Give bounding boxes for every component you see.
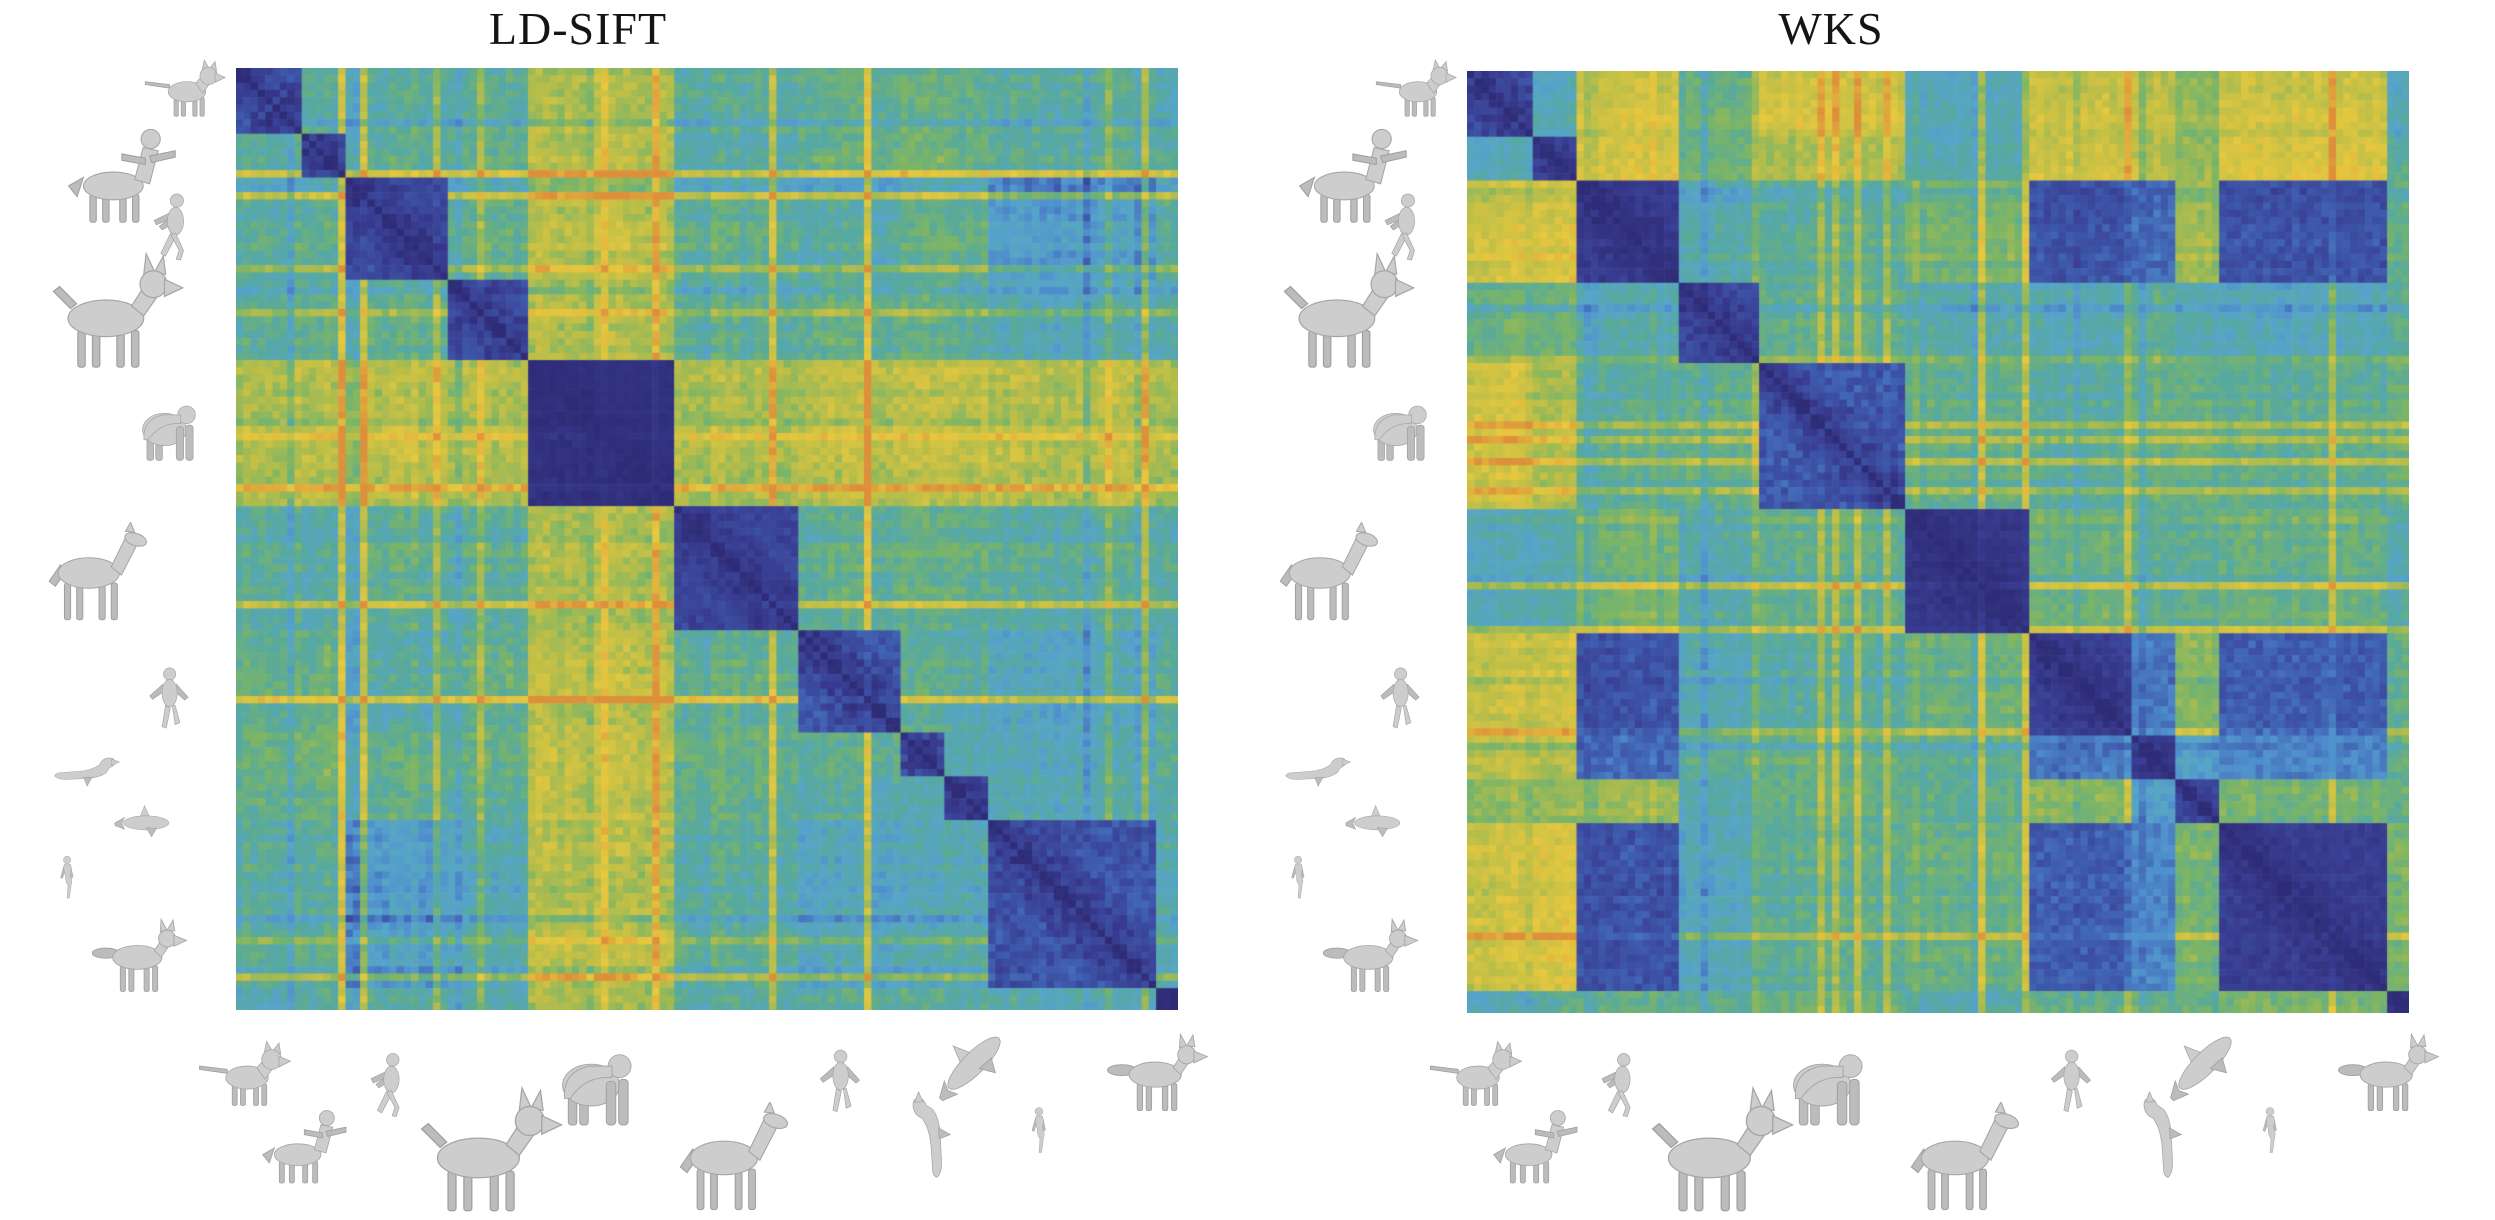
- wolf-icon: [1100, 1026, 1214, 1116]
- gorilla-icon: [1767, 1026, 1881, 1148]
- man-floating-icon: [1361, 640, 1443, 760]
- woman-icon: [1010, 1070, 1070, 1192]
- wks-dissimilarity-heatmap: [1467, 71, 2409, 1013]
- horse-icon: [1879, 1102, 2049, 1214]
- dog-icon: [26, 250, 198, 372]
- dog-icon: [1257, 250, 1429, 372]
- shark-icon: [90, 798, 198, 852]
- shark-icon: [1321, 798, 1429, 852]
- centaur-icon: [256, 1072, 356, 1214]
- horse-icon: [1267, 522, 1389, 624]
- wolf-icon: [88, 910, 190, 998]
- horse-icon: [648, 1102, 818, 1214]
- gorilla-icon: [1353, 372, 1441, 490]
- seahorse-icon: [1253, 748, 1381, 804]
- gorilla-icon: [122, 372, 210, 490]
- horse-icon: [36, 522, 158, 624]
- ld-sift-panel-title: LD-SIFT: [488, 3, 668, 54]
- ld-sift-dissimilarity-heatmap: [236, 68, 1178, 1010]
- wolf-icon: [1319, 910, 1421, 998]
- man-floating-icon: [800, 1026, 884, 1140]
- gorilla-icon: [536, 1026, 650, 1148]
- wks-panel-title: WKS: [1778, 3, 1884, 54]
- centaur-icon: [1487, 1072, 1587, 1214]
- wolf-icon: [2331, 1026, 2445, 1116]
- woman-icon: [2241, 1070, 2301, 1192]
- seahorse-icon: [22, 748, 150, 804]
- man-floating-icon: [130, 640, 212, 760]
- man-floating-icon: [2031, 1026, 2115, 1140]
